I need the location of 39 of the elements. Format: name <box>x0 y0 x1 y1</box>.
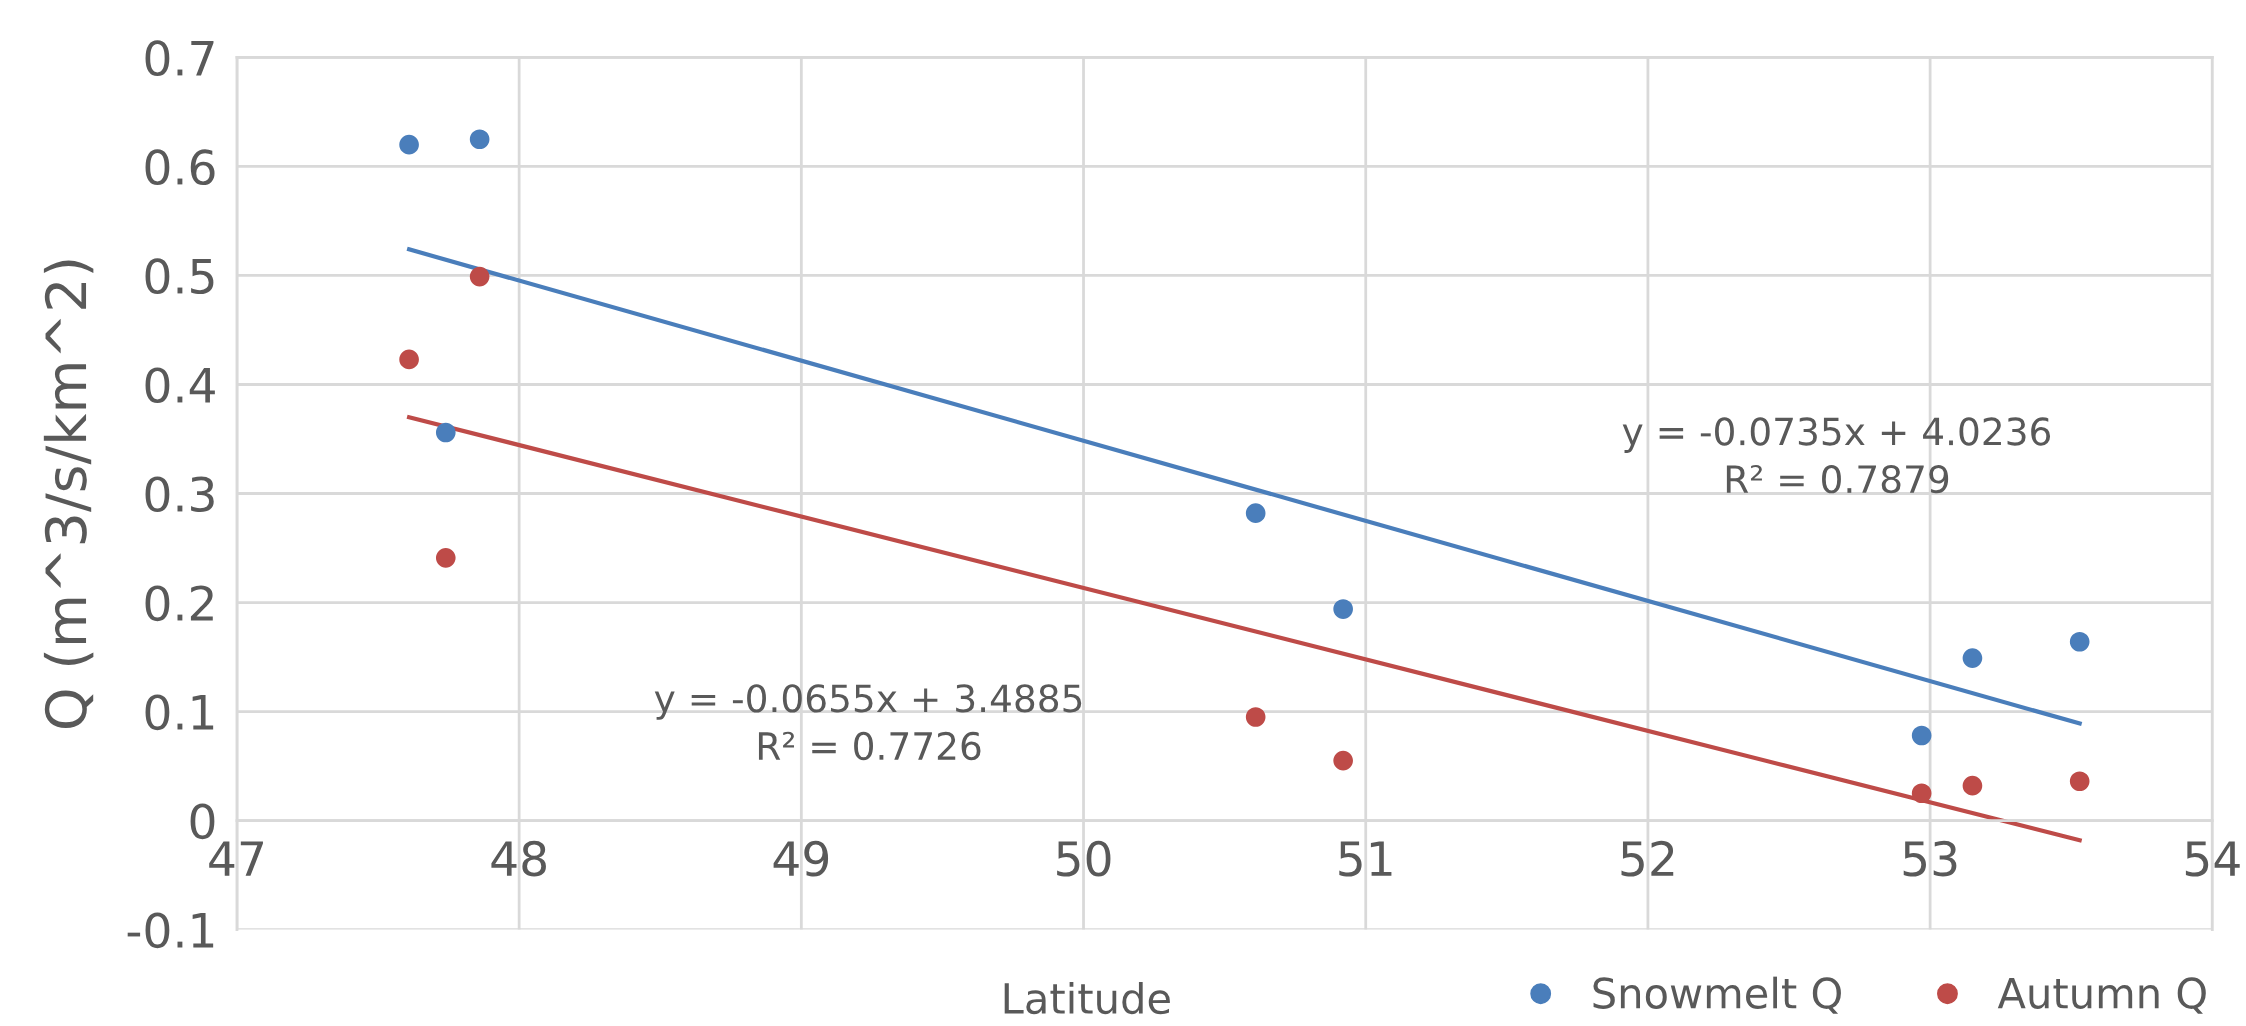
point <box>435 422 456 443</box>
x-tick-label: 52 <box>1621 840 1674 877</box>
y-tick-label: 0.2 <box>145 585 213 622</box>
point <box>1911 725 1932 746</box>
x-tick-label: 54 <box>2185 841 2240 877</box>
x-tick-label: 51 <box>1339 841 1392 877</box>
point <box>1333 750 1353 771</box>
y-tick-label: 0 <box>190 803 215 840</box>
point <box>1333 599 1353 619</box>
y-axis-title: Q (m^3/s/km^2) <box>43 260 94 729</box>
point <box>399 349 419 370</box>
y-tick-label: 0.5 <box>145 258 214 295</box>
point <box>2069 771 2090 792</box>
x-tick-label: 53 <box>1903 840 1957 877</box>
y-tick-label: 0.4 <box>145 367 215 404</box>
legend-label: Autumn Q <box>1997 977 2206 1014</box>
y-tick-label: 0.3 <box>145 476 214 513</box>
annotation: y = -0.0655x + 3.4885 R² = 0.7726 <box>654 684 1082 761</box>
y-tick-label: -0.1 <box>127 912 214 949</box>
point <box>469 129 490 150</box>
x-tick-label: 47 <box>209 841 263 876</box>
x-axis-title: Latitude <box>1004 981 1170 1015</box>
point <box>1245 503 1266 523</box>
x-tick-label: 48 <box>491 840 546 877</box>
y-tick-label: 0.7 <box>145 40 214 77</box>
legend-label: Snowmelt Q <box>1593 976 1841 1014</box>
point <box>469 266 490 287</box>
point <box>2069 631 2090 652</box>
point <box>1962 648 1983 668</box>
point <box>1245 707 1266 727</box>
x-tick-label: 50 <box>1057 840 1111 877</box>
point <box>1962 775 1983 796</box>
point <box>435 548 456 568</box>
x-tick-label: 49 <box>773 840 829 877</box>
y-tick-label: 0.1 <box>145 694 214 731</box>
y-tick-label: 0.6 <box>145 149 215 186</box>
point <box>399 134 419 155</box>
annotation: y = -0.0735x + 4.0236 R² = 0.7879 <box>1622 417 2051 494</box>
point <box>1911 783 1932 804</box>
